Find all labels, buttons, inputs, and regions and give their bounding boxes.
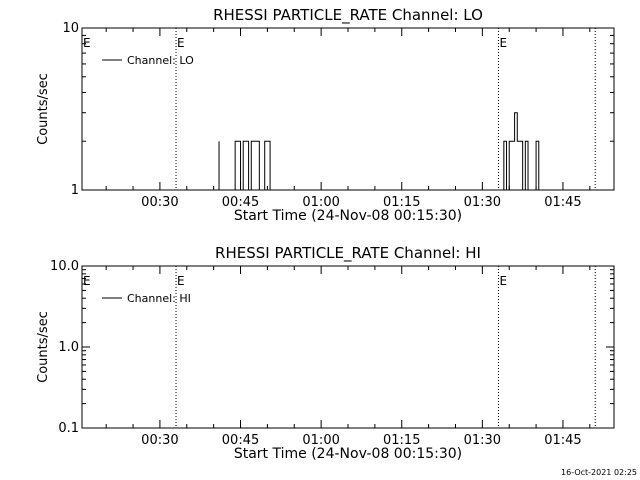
panel-2-legend-label: Channel: HI — [127, 292, 191, 305]
panel-2-x-tick-label: 01:15 — [383, 433, 420, 448]
panel-2-y-tick-label: 10.0 — [50, 259, 79, 274]
panel-1-x-tick-label: 01:45 — [544, 195, 581, 210]
panel-1-event-marker-label: E — [177, 36, 185, 50]
panel-1-plot-frame — [81, 27, 615, 191]
panel-2-title: RHESSI PARTICLE_RATE Channel: HI — [215, 244, 481, 263]
panel-1-x-tick-label: 00:45 — [222, 195, 259, 210]
panel-2-plot-frame — [81, 265, 615, 429]
panel-2-event-marker-label-left: E — [83, 274, 91, 288]
panel-1-y-tick-label: 1 — [71, 183, 79, 198]
panel-2-event-marker-label: E — [499, 274, 507, 288]
panel-2-x-tick-label: 01:45 — [544, 433, 581, 448]
panel-2-x-tick-label: 00:45 — [222, 433, 259, 448]
panel-1-x-axis-label: Start Time (24-Nov-08 00:15:30) — [234, 208, 462, 224]
timestamp-label: 16-Oct-2021 02:25 — [561, 468, 637, 477]
panel-2-x-tick-label: 01:00 — [302, 433, 339, 448]
panel-1-x-tick-label: 01:00 — [302, 195, 339, 210]
panel-2-y-tick-label: 1.0 — [58, 340, 79, 355]
panel-2-x-tick-label: 01:30 — [464, 433, 501, 448]
panel-1-series-line-1 — [213, 112, 540, 191]
panel-1-legend-label: Channel: LO — [127, 54, 194, 67]
panel-2-y-axis-label: Counts/sec — [36, 311, 51, 383]
panel-1-y-tick-label: 10 — [62, 21, 79, 36]
panel-2-event-marker-label: E — [177, 274, 185, 288]
panel-1-x-tick-label: 00:30 — [141, 195, 178, 210]
panel-1-y-axis-label: Counts/sec — [36, 73, 51, 145]
panel-1-x-tick-label: 01:30 — [464, 195, 501, 210]
panel-2-x-axis-label: Start Time (24-Nov-08 00:15:30) — [234, 446, 462, 462]
panel-1-event-marker-label-left: E — [83, 36, 91, 50]
panel-2-x-tick-label: 00:30 — [141, 433, 178, 448]
panel-1-event-marker-label: E — [499, 36, 507, 50]
panel-1-title: RHESSI PARTICLE_RATE Channel: LO — [213, 6, 483, 25]
panel-1-x-tick-label: 01:15 — [383, 195, 420, 210]
panel-2-y-tick-label: 0.1 — [58, 421, 79, 436]
